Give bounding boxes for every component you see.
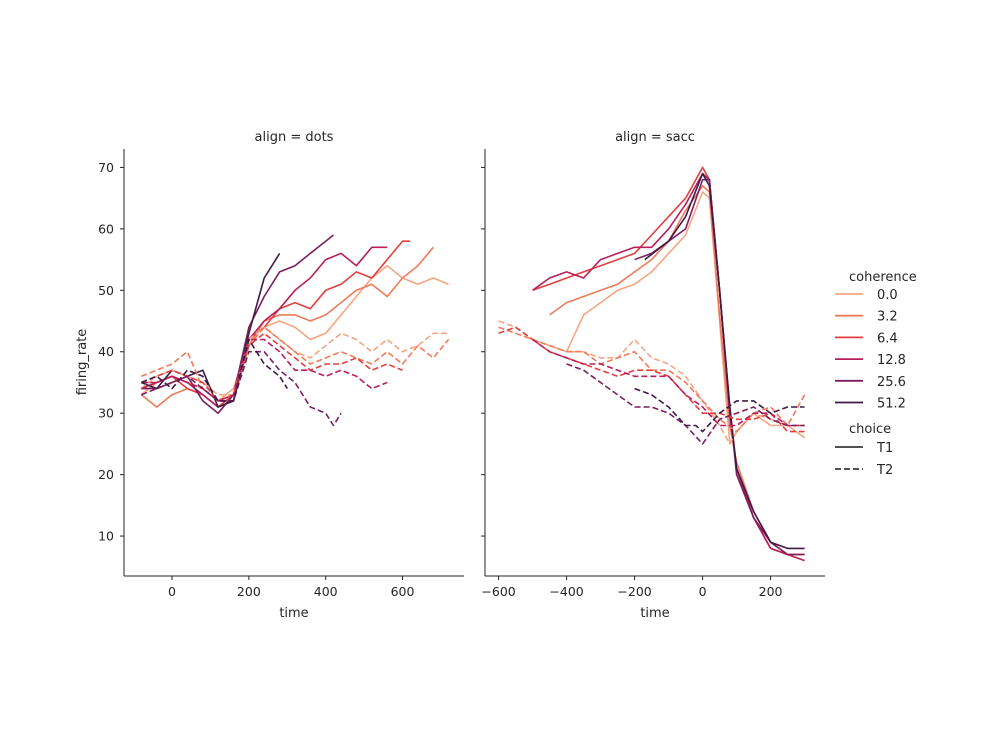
series-line-12_8-t2 (141, 338, 388, 402)
series-line-3_2-t2 (141, 326, 450, 402)
x-tick-label: 0 (168, 584, 176, 599)
series-line-6_4-t2 (141, 332, 403, 402)
legend-label-25_6: 25.6 (877, 375, 906, 390)
x-axis-label-dots: time (279, 606, 308, 621)
panel-title-dots: align = dots (255, 130, 334, 145)
legend-title-coherence: coherence (849, 270, 917, 285)
y-axis-label: firing_rate (75, 329, 90, 396)
legend-label-3_2: 3.2 (877, 310, 898, 325)
y-tick-label: 40 (98, 344, 114, 359)
y-tick-label: 30 (98, 406, 114, 421)
y-tick-label: 50 (98, 283, 114, 298)
x-axis-label-sacc: time (640, 606, 669, 621)
series-line-25_6-t1 (141, 234, 334, 414)
legend-label-0_0: 0.0 (877, 288, 898, 303)
legend-title-choice: choice (849, 422, 891, 437)
x-tick-label: 600 (391, 584, 415, 599)
y-tick-label: 20 (98, 467, 114, 482)
legend-label-51_2: 51.2 (877, 397, 906, 412)
series-line-12_8-t1 (141, 246, 388, 408)
x-tick-label: −600 (481, 584, 515, 599)
x-ticks-sacc: −600 −400 −200 0 200 (481, 576, 783, 599)
series-layer-sacc (498, 166, 806, 562)
legend-label-t2: T2 (876, 463, 893, 478)
panel-sacc: align = sacc −600 −400 −200 0 200 time (481, 130, 825, 621)
legend-label-t1: T1 (876, 441, 893, 456)
x-ticks-dots: 0 200 400 600 (168, 576, 415, 599)
y-tick-label: 10 (98, 529, 114, 544)
series-line-51_2-t2 (141, 338, 288, 402)
series-layer-dots (140, 234, 450, 427)
series-line-12_8-t2 (532, 338, 805, 427)
panel-title-sacc: align = sacc (615, 130, 695, 145)
y-ticks-sacc (481, 166, 485, 537)
x-tick-label: 400 (314, 584, 338, 599)
series-line-51_2-t1 (141, 252, 281, 408)
legend: coherence 0.0 3.2 6.4 12.8 25.6 51.2 choice T… (835, 270, 917, 478)
x-tick-label: −400 (549, 584, 583, 599)
x-tick-label: 200 (759, 584, 783, 599)
x-tick-label: 200 (237, 584, 261, 599)
legend-hue-entries: 0.0 3.2 6.4 12.8 25.6 51.2 (835, 288, 906, 412)
y-tick-label: 60 (98, 221, 114, 236)
y-tick-label: 70 (98, 160, 114, 175)
series-line-51_2-t1 (644, 172, 805, 550)
y-ticks-dots: 10 20 30 40 50 60 70 (98, 160, 124, 544)
x-tick-label: 0 (699, 584, 707, 599)
panel-dots: align = dots 0 200 400 600 10 20 30 40 50 60 70 t… (75, 130, 464, 621)
legend-label-6_4: 6.4 (877, 331, 898, 346)
series-line-25_6-t2 (141, 350, 342, 427)
x-tick-label: −200 (617, 584, 651, 599)
legend-label-12_8: 12.8 (877, 353, 906, 368)
